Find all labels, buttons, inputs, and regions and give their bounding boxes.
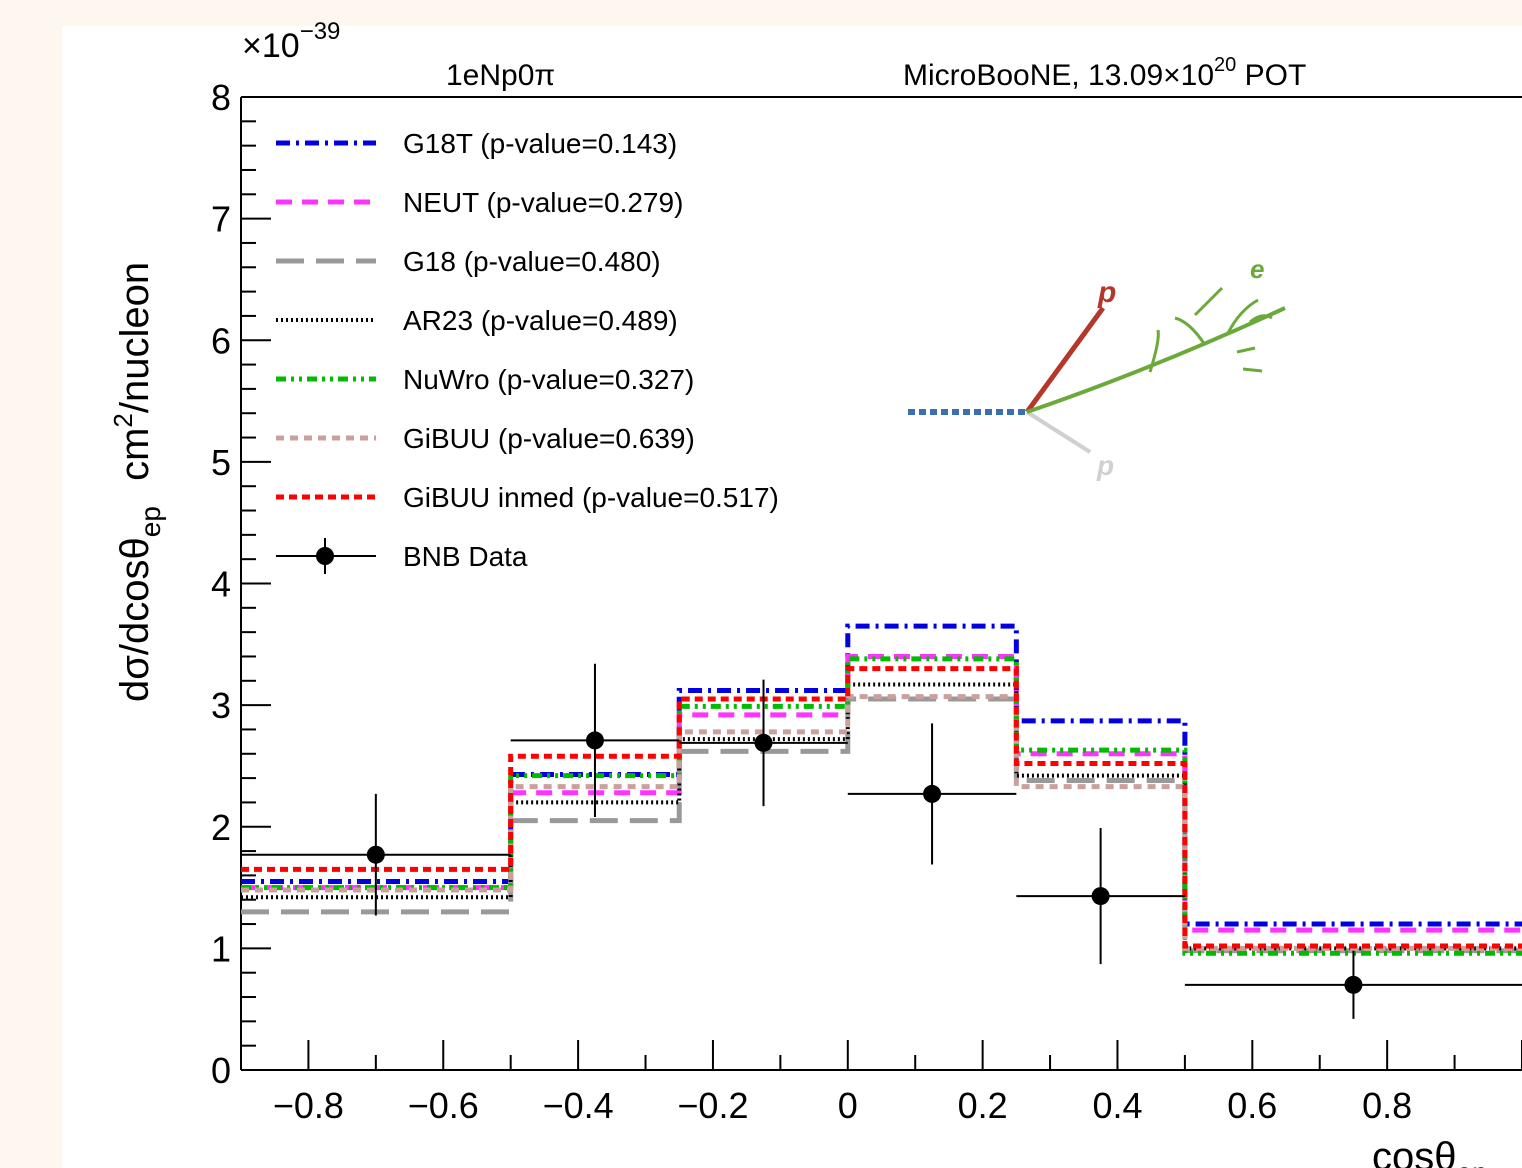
electron-shower-fragment (1242, 367, 1263, 373)
y-title-main: dσ/dcosθ (113, 537, 157, 702)
legend-label: AR23 (p-value=0.489) (403, 305, 678, 336)
x-tick-label: −0.6 (408, 1085, 479, 1126)
y-axis-title: dσ/dcosθep cm2/nucleon (108, 262, 166, 702)
x-title-sub: ep (1457, 1157, 1488, 1168)
y-tick-label: 3 (211, 685, 231, 726)
y-tick-label: 2 (211, 807, 231, 848)
legend-label: GiBUU (p-value=0.639) (403, 423, 695, 454)
data-point (1344, 975, 1363, 994)
data-point (754, 733, 773, 752)
y-title-unit-post: /nucleon (113, 262, 157, 413)
y-tick-label: 6 (211, 320, 231, 361)
x-tick-label: 0.2 (958, 1085, 1008, 1126)
x-tick-label: −0.2 (677, 1085, 748, 1126)
histogram-series-7 (241, 666, 1522, 949)
y-tick-label: 5 (211, 442, 231, 483)
y-tick-label: 1 (211, 928, 231, 969)
electron-shower-branch (1226, 298, 1259, 334)
x-axis-title: cosθep (1372, 1135, 1488, 1168)
electron-shower-branch (1148, 329, 1160, 373)
x-tick-label: −0.4 (543, 1085, 614, 1126)
faint-proton-track (1025, 410, 1092, 454)
legend-label: GiBUU inmed (p-value=0.517) (403, 482, 779, 513)
data-point (585, 731, 604, 750)
channel-label: 1eNp0π (446, 59, 555, 92)
histogram-series-5 (241, 656, 1522, 956)
electron-shower-fragment (1193, 286, 1224, 317)
y-tick-label: 0 (211, 1050, 231, 1091)
histogram-series-4 (241, 682, 1522, 951)
legend-label: BNB Data (403, 541, 528, 572)
legend-label: G18 (p-value=0.480) (403, 246, 661, 277)
x-tick-label: 0 (838, 1085, 858, 1126)
data-point (1091, 887, 1110, 906)
data-point (923, 784, 942, 803)
experiment-label: MicroBooNE, 13.09×1020 POT (903, 54, 1306, 92)
histogram-series-6 (241, 694, 1522, 951)
histogram-series-1 (241, 623, 1522, 927)
pot-tail: POT (1236, 59, 1306, 92)
x-tick-label: 0.6 (1227, 1085, 1277, 1126)
y-exponent-label: ×10−39 (242, 18, 340, 65)
proton-track (1024, 306, 1106, 414)
legend-label: NEUT (p-value=0.279) (403, 187, 683, 218)
legend-label: G18T (p-value=0.143) (403, 128, 677, 159)
y-tick-label: 4 (211, 564, 231, 605)
histogram-series-3 (241, 696, 1522, 954)
proton-label: p (1097, 276, 1116, 309)
electron-shower-fragment (1236, 346, 1256, 354)
x-tick-label: 0.4 (1092, 1085, 1142, 1126)
x-tick-label: 0.8 (1362, 1085, 1412, 1126)
electron-shower-branch (1249, 314, 1273, 324)
y-title-unit-sup: 2 (108, 413, 138, 427)
y-tick-label: 7 (211, 199, 231, 240)
pot-exponent: 20 (1214, 54, 1236, 76)
x-title-main: cosθ (1372, 1135, 1457, 1168)
electron-label: e (1250, 254, 1264, 284)
y-tick-label: 8 (211, 77, 231, 118)
y-title-unit: cm (113, 428, 157, 481)
plot-frame (62, 26, 1522, 1168)
electron-shower-branch (1174, 316, 1207, 346)
legend-label: NuWro (p-value=0.327) (403, 364, 694, 395)
legend-data-marker (316, 547, 334, 565)
y-exponent-value: −39 (300, 18, 341, 45)
data-point (366, 845, 385, 864)
faint-proton-label: p (1096, 450, 1114, 481)
x-tick-label: −0.8 (273, 1085, 344, 1126)
y-title-space (113, 495, 157, 506)
y-title-sub: ep (135, 506, 166, 537)
